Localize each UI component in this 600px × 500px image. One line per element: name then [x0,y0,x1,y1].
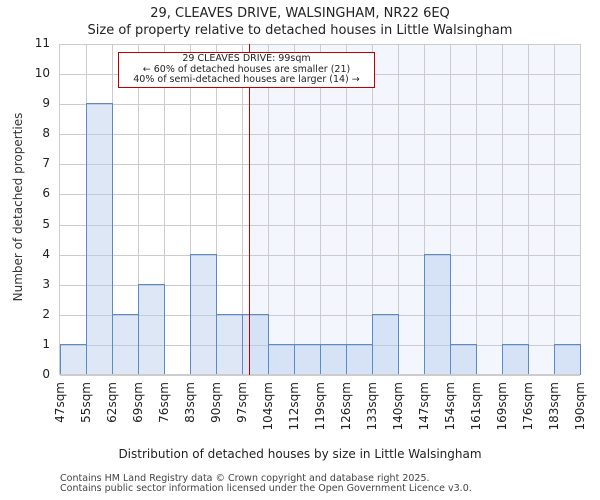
histogram-bar [216,313,243,375]
histogram-bar [346,343,373,375]
histogram-bar [502,343,529,375]
annotation-line-2: ← 60% of detached houses are smaller (21… [142,63,351,75]
v-gridline [476,44,477,375]
property-marker-line [249,44,251,375]
x-tick-label: 112sqm [287,382,301,431]
x-axis-line [60,374,580,376]
histogram-bar [112,313,139,375]
x-tick-label: 104sqm [261,382,275,431]
histogram-bar [86,103,113,375]
x-tick-label: 126sqm [339,382,353,431]
v-gridline [216,44,217,375]
x-tick-label: 76sqm [157,382,171,423]
v-gridline [528,44,529,375]
histogram-bar [190,253,217,375]
x-tick-label: 154sqm [443,382,457,431]
y-tick-label: 1 [42,336,50,351]
x-tick-label: 47sqm [53,382,67,423]
histogram-bar [424,253,451,375]
v-gridline [268,44,269,375]
annotation-line-1: 29 CLEAVES DRIVE: 99sqm [182,53,311,64]
chart-subtitle: Size of property relative to detached ho… [87,23,513,38]
x-axis-label: Distribution of detached houses by size … [118,447,482,461]
footer-licence: Contains public sector information licen… [60,483,472,494]
larger-region-shading [249,44,580,375]
y-tick-label: 0 [42,367,50,381]
v-gridline [294,44,295,375]
v-gridline [398,44,399,375]
x-tick-label: 140sqm [391,382,405,431]
x-tick-label: 176sqm [521,382,535,431]
y-tick-label: 3 [42,276,50,291]
histogram-bar [554,343,581,375]
x-tick-label: 169sqm [495,382,509,431]
y-tick-label: 6 [42,186,50,201]
y-tick-label: 5 [42,216,50,231]
y-tick-label: 10 [34,66,50,81]
histogram-bar [138,283,165,375]
x-tick-label: 69sqm [131,382,145,423]
v-gridline [424,44,425,375]
x-tick-label: 190sqm [573,382,587,431]
v-gridline [580,44,581,375]
y-tick-label: 9 [42,96,50,111]
y-tick-label: 7 [42,156,50,171]
annotation-line-3: 40% of semi-detached houses are larger (… [133,74,360,85]
y-tick-label: 11 [34,36,50,50]
x-tick-label: 161sqm [469,382,483,431]
y-tick-label: 2 [42,306,50,321]
x-tick-label: 55sqm [79,382,93,423]
v-gridline [502,44,503,375]
histogram-bar [450,343,477,375]
v-gridline [372,44,373,375]
property-annotation-box: 29 CLEAVES DRIVE: 99sqm ← 60% of detache… [118,52,375,88]
x-tick-label: 147sqm [417,382,431,431]
v-gridline [554,44,555,375]
histogram-bar [320,343,347,375]
v-gridline [190,44,191,375]
y-axis-line [59,44,60,375]
histogram-bar [294,343,321,375]
plot-area [59,44,581,376]
histogram-bar [242,313,269,375]
x-tick-label: 183sqm [547,382,561,431]
y-tick-label: 8 [42,126,50,141]
x-tick-label: 133sqm [365,382,379,431]
v-gridline [320,44,321,375]
x-tick-label: 97sqm [235,382,249,423]
chart-title: 29, CLEAVES DRIVE, WALSINGHAM, NR22 6EQ [150,6,450,21]
histogram-bar [372,313,399,375]
v-gridline [346,44,347,375]
footer-copyright: Contains HM Land Registry data © Crown c… [60,473,430,484]
v-gridline [450,44,451,375]
histogram-bar [60,343,87,375]
v-gridline [242,44,243,375]
x-tick-label: 90sqm [209,382,223,423]
v-gridline [138,44,139,375]
x-tick-label: 119sqm [313,382,327,431]
histogram-bar [268,343,295,375]
v-gridline [164,44,165,375]
y-tick-label: 4 [42,246,50,261]
x-tick-label: 83sqm [183,382,197,423]
x-tick-label: 62sqm [105,382,119,423]
